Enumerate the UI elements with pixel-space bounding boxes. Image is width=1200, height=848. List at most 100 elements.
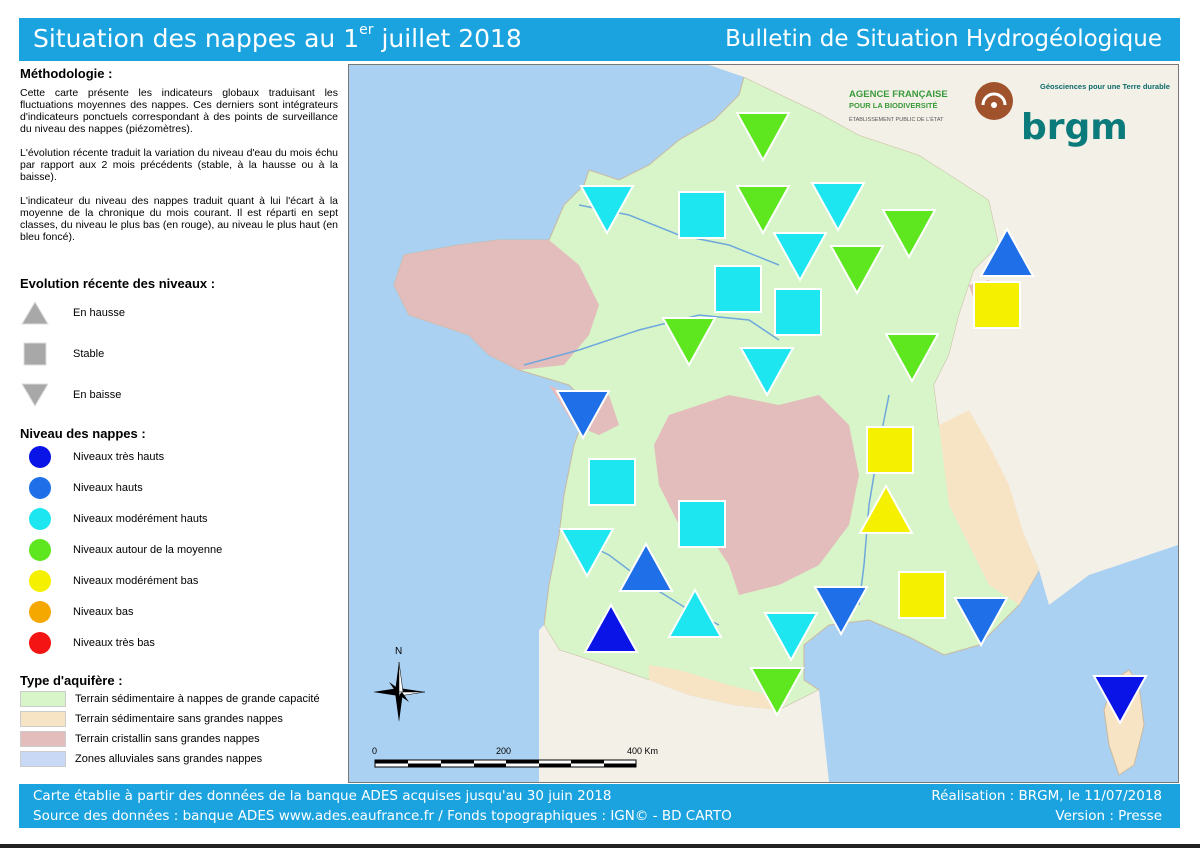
footer-version: Version : Presse — [1055, 808, 1162, 824]
evolution-heading: Evolution récente des niveaux : — [20, 276, 216, 291]
indicator-baisse-hauts[interactable] — [953, 597, 1009, 648]
indicator-hausse-hauts[interactable] — [979, 226, 1035, 277]
aquifer-swatch — [20, 711, 66, 727]
bottom-rule — [0, 844, 1200, 848]
indicator-hausse-hauts[interactable] — [618, 541, 674, 592]
legend-label-baisse: En baisse — [73, 389, 122, 401]
square-icon — [23, 342, 47, 366]
legend-aquifer-item: Terrain sédimentaire à nappes de grande … — [20, 691, 320, 707]
title-superscript: er — [359, 22, 374, 38]
indicator-baisse-moyenne[interactable] — [829, 245, 885, 296]
indicator-baisse-hauts[interactable] — [813, 586, 869, 637]
indicator-hausse-moderement_bas[interactable] — [858, 483, 914, 534]
legend-level-item: Niveaux autour de la moyenne — [20, 539, 222, 561]
brittany-crystalline — [394, 240, 599, 370]
aquifer-heading: Type d'aquifère : — [20, 673, 123, 688]
methodology-p1: Cette carte présente les indicateurs glo… — [20, 87, 338, 135]
aquifer-legend: Type d'aquifère : Terrain sédimentaire à… — [20, 673, 350, 767]
legend-aquifer-item: Terrain sédimentaire sans grandes nappes — [20, 711, 283, 727]
legend-item-hausse: En hausse — [20, 300, 125, 326]
level-circle-icon — [29, 508, 51, 530]
legend-aquifer-item: Zones alluviales sans grandes nappes — [20, 751, 262, 767]
methodology-panel: Méthodologie : Cette carte présente les … — [20, 66, 338, 243]
indicator-baisse-moderement_hauts[interactable] — [739, 347, 795, 398]
indicator-baisse-moyenne[interactable] — [661, 317, 717, 368]
triangle-up-icon — [21, 301, 49, 325]
indicator-stable-moderement_bas[interactable] — [898, 571, 946, 619]
legend-level-item: Niveaux très bas — [20, 632, 155, 654]
indicator-baisse-moyenne[interactable] — [881, 209, 937, 260]
indicator-baisse-tres_hauts[interactable] — [1092, 675, 1148, 726]
indicator-stable-moderement_bas[interactable] — [866, 426, 914, 474]
indicator-hausse-tres_hauts[interactable] — [583, 602, 639, 653]
massif-central — [654, 395, 859, 595]
level-legend: Niveau des nappes : Niveaux très hauts Ni… — [20, 426, 340, 654]
title-main: Situation des nappes au 1 — [33, 24, 360, 53]
bulletin-title: Bulletin de Situation Hydrogéologique — [725, 26, 1162, 52]
footer-credit: Réalisation : BRGM, le 11/07/2018 — [931, 788, 1162, 804]
legend-level-label: Niveaux bas — [73, 606, 134, 618]
afb-logo-line1: AGENCE FRANÇAISE — [849, 89, 948, 100]
indicator-stable-moderement_hauts[interactable] — [588, 458, 636, 506]
indicator-baisse-hauts[interactable] — [555, 390, 611, 441]
legend-level-label: Niveaux modérément bas — [73, 575, 199, 587]
indicator-stable-moderement_hauts[interactable] — [714, 265, 762, 313]
footer-bar: Carte établie à partir des données de la… — [19, 784, 1180, 828]
legend-level-label: Niveaux hauts — [73, 482, 143, 494]
pyrenees — [649, 665, 789, 710]
neighbour-countries — [709, 65, 1178, 605]
aquifer-swatch — [20, 731, 66, 747]
scale-bar: 0 200 400 Km — [372, 746, 658, 768]
afb-logo-line2: POUR LA BIODIVERSITÉ — [849, 101, 937, 110]
legend-item-stable: Stable — [20, 340, 104, 368]
legend-aquifer-label: Terrain sédimentaire à nappes de grande … — [75, 693, 320, 705]
indicator-baisse-moderement_hauts[interactable] — [579, 185, 635, 236]
indicator-stable-moderement_hauts[interactable] — [678, 500, 726, 548]
level-circle-icon — [29, 477, 51, 499]
footer-source: Source des données : banque ADES www.ade… — [33, 808, 732, 824]
legend-level-item: Niveaux hauts — [20, 477, 143, 499]
scale-label-0: 0 — [372, 746, 377, 756]
aquifer-swatch — [20, 691, 66, 707]
legend-item-baisse: En baisse — [20, 382, 121, 408]
brgm-tagline: Géosciences pour une Terre durable — [1040, 82, 1170, 91]
indicator-baisse-moderement_hauts[interactable] — [772, 232, 828, 283]
map-frame[interactable]: AGENCE FRANÇAISE POUR LA BIODIVERSITÉ ÉT… — [348, 64, 1179, 783]
indicator-baisse-moderement_hauts[interactable] — [763, 612, 819, 663]
aquifer-swatch — [20, 751, 66, 767]
indicator-baisse-moyenne[interactable] — [735, 185, 791, 236]
legend-label-hausse: En hausse — [73, 307, 125, 319]
afb-logo-line3: ÉTABLISSEMENT PUBLIC DE L'ÉTAT — [849, 116, 944, 123]
legend-aquifer-label: Terrain sédimentaire sans grandes nappes — [75, 713, 283, 725]
footer-data-note: Carte établie à partir des données de la… — [33, 788, 612, 804]
level-heading: Niveau des nappes : — [20, 426, 146, 441]
level-circle-icon — [29, 632, 51, 654]
alps — [939, 410, 1039, 605]
scale-label-200: 200 — [496, 746, 511, 756]
level-circle-icon — [29, 539, 51, 561]
indicator-baisse-moderement_hauts[interactable] — [559, 528, 615, 579]
legend-level-label: Niveaux très hauts — [73, 451, 165, 463]
methodology-p2: L'évolution récente traduit la variation… — [20, 147, 338, 183]
scale-label-400: 400 Km — [627, 746, 658, 756]
indicator-stable-moderement_hauts[interactable] — [678, 191, 726, 239]
legend-level-item: Niveaux modérément hauts — [20, 508, 208, 530]
indicator-hausse-moderement_hauts[interactable] — [667, 587, 723, 638]
indicator-stable-moderement_bas[interactable] — [973, 281, 1021, 329]
indicator-baisse-moyenne[interactable] — [735, 112, 791, 163]
legend-level-item: Niveaux très hauts — [20, 446, 164, 468]
indicator-stable-moderement_hauts[interactable] — [774, 288, 822, 336]
legend-level-item: Niveaux bas — [20, 601, 134, 623]
france-map[interactable]: AGENCE FRANÇAISE POUR LA BIODIVERSITÉ ÉT… — [349, 65, 1178, 782]
indicator-baisse-moyenne[interactable] — [884, 333, 940, 384]
indicator-baisse-moderement_hauts[interactable] — [810, 182, 866, 233]
north-label: N — [395, 646, 402, 657]
triangle-down-icon — [21, 383, 49, 407]
indicator-baisse-moyenne[interactable] — [749, 667, 805, 718]
legend-level-label: Niveaux modérément hauts — [73, 513, 208, 525]
methodology-heading: Méthodologie : — [20, 66, 113, 81]
title-bar: Situation des nappes au 1er juillet 2018… — [19, 18, 1180, 61]
level-circle-icon — [29, 446, 51, 468]
brgm-emblem-icon — [975, 82, 1013, 120]
brgm-logo: Géosciences pour une Terre durable brgm — [975, 82, 1170, 148]
